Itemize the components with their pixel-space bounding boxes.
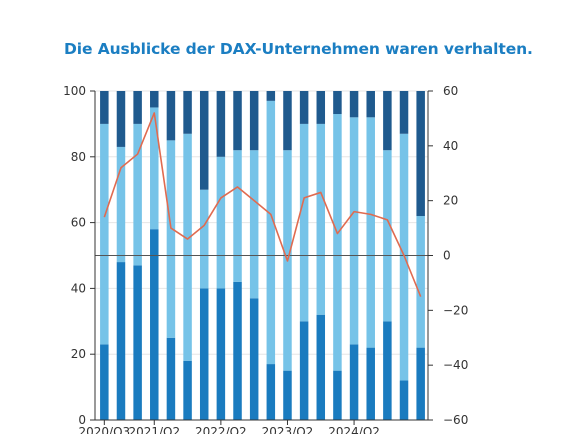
bar-segment-middle — [116, 146, 126, 263]
bar-segment-top — [233, 91, 242, 151]
bar-segment-top — [283, 91, 292, 151]
x-tick-label: 2023/Q2 — [262, 425, 314, 434]
bar-segment-top — [116, 91, 126, 147]
bar-segment-middle — [316, 123, 326, 315]
y-tick-label-right: 20 — [443, 194, 458, 208]
bar-segment-middle — [199, 189, 209, 289]
y-tick-label-right: −60 — [443, 413, 468, 427]
bar-segment-bottom — [316, 314, 326, 420]
bar-segment-bottom — [183, 360, 192, 420]
y-tick-label-right: 40 — [443, 139, 458, 153]
bar-segment-middle — [416, 216, 425, 348]
balance-line — [103, 112, 422, 297]
bar-segment-middle — [233, 150, 242, 282]
y-tick-label-right: −20 — [443, 303, 468, 317]
bar-segment-top — [199, 91, 209, 190]
bar-segment-top — [100, 91, 109, 124]
bar-segment-top — [150, 91, 159, 108]
y-tick-label-left: 20 — [71, 347, 86, 361]
bar-segment-top — [399, 91, 409, 134]
bar-segment-middle — [133, 123, 142, 266]
bar-segment-top — [416, 91, 425, 217]
bar-segment-middle — [299, 123, 309, 322]
bar-segment-bottom — [399, 380, 409, 420]
bar-segment-top — [133, 91, 142, 124]
bar-segment-middle — [383, 150, 392, 322]
bar-segment-top — [249, 91, 259, 151]
y-tick-label-left: 80 — [71, 150, 86, 164]
bar-segment-middle — [216, 156, 226, 289]
bar-segment-bottom — [150, 229, 159, 420]
chart-title: Die Ausblicke der DAX-Unternehmen waren … — [64, 40, 533, 58]
bar-segment-bottom — [349, 344, 359, 420]
bar-segment-middle — [183, 133, 192, 361]
bar-segment-top — [166, 91, 176, 141]
bar-segment-bottom — [199, 288, 209, 420]
y-tick-label-right: 0 — [443, 249, 451, 263]
y-tick-label-left: 0 — [78, 413, 86, 427]
x-tick-label: 2024/Q2 — [328, 425, 380, 434]
bar-segment-bottom — [266, 364, 276, 420]
bar-segment-bottom — [233, 281, 242, 420]
bar-segment-bottom — [166, 337, 176, 420]
bar-segment-middle — [150, 107, 159, 230]
x-tick-label: 2021/Q2 — [128, 425, 180, 434]
y-tick-label-right: −40 — [443, 358, 468, 372]
y-tick-label-right: 60 — [443, 84, 458, 98]
bar-segment-top — [183, 91, 192, 134]
bar-segment-middle — [266, 100, 276, 365]
bar-segment-bottom — [133, 265, 142, 420]
bar-segment-top — [333, 91, 342, 115]
bar-segment-bottom — [216, 288, 226, 420]
bar-segment-bottom — [416, 347, 425, 420]
bar-segment-bottom — [100, 344, 109, 420]
bar-segment-middle — [249, 150, 259, 299]
y-tick-label-left: 100 — [63, 84, 86, 98]
bar-segment-bottom — [116, 262, 126, 420]
bar-segment-bottom — [366, 347, 375, 420]
bar-segment-middle — [366, 117, 375, 348]
bar-segment-top — [299, 91, 309, 124]
bar-segment-bottom — [383, 321, 392, 420]
bar-segment-middle — [349, 117, 359, 345]
y-tick-label-left: 40 — [71, 281, 86, 295]
bar-segment-top — [316, 91, 326, 124]
bar-segment-bottom — [299, 321, 309, 420]
bar-segment-bottom — [249, 298, 259, 420]
bar-segment-middle — [166, 140, 176, 338]
bar-segment-top — [266, 91, 276, 101]
bar-segment-bottom — [283, 370, 292, 420]
bar-segment-bottom — [333, 370, 342, 420]
bar-segment-middle — [100, 123, 109, 345]
x-tick-label: 2022/Q2 — [195, 425, 247, 434]
bar-segment-top — [216, 91, 226, 157]
y-tick-label-left: 60 — [71, 216, 86, 230]
bar-segment-top — [366, 91, 375, 118]
x-tick-label: 2020/Q3 — [78, 425, 130, 434]
bar-segment-top — [349, 91, 359, 118]
bar-segment-top — [383, 91, 392, 151]
bar-segment-middle — [333, 114, 342, 371]
